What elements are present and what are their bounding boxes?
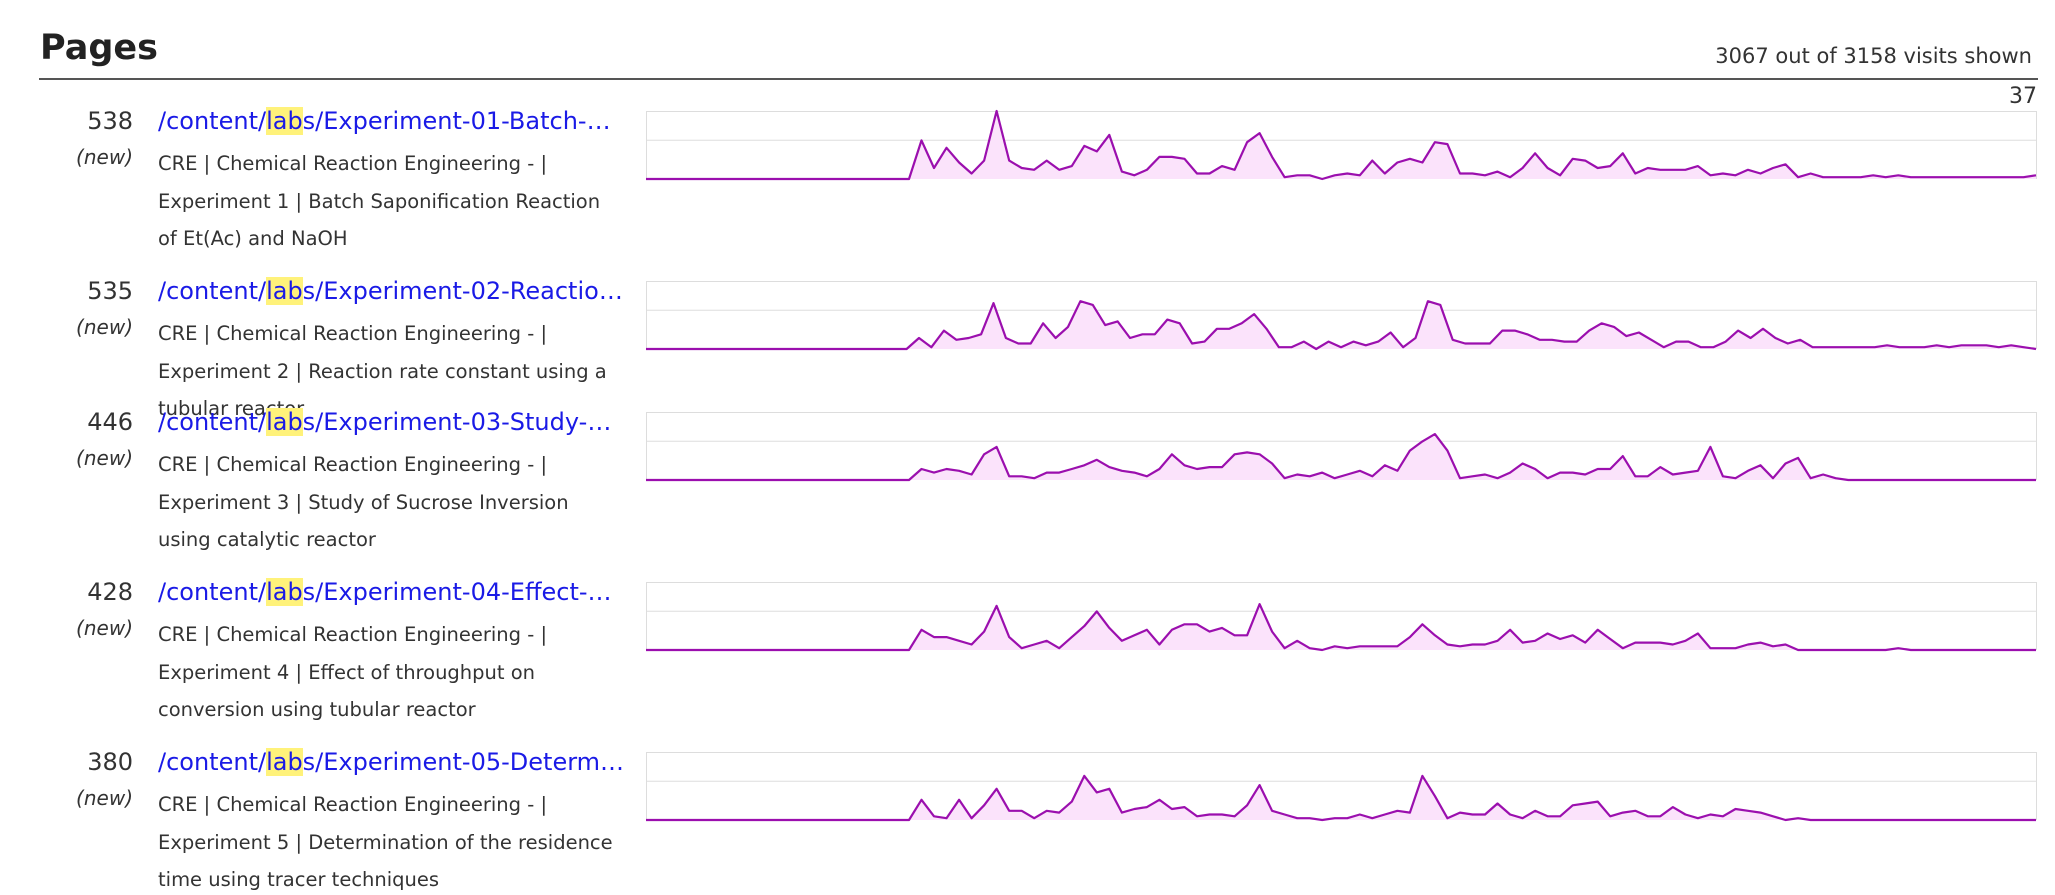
page-link[interactable]: /content/labs/Experiment-02-Reactio… [158, 277, 623, 305]
page-description: CRE | Chemical Reaction Engineering - | … [158, 623, 548, 721]
sparkline [646, 752, 2037, 822]
header-rule [39, 78, 2038, 80]
search-highlight: lab [266, 408, 303, 436]
link-text: s/Experiment-04-Effect-… [302, 578, 612, 606]
new-badge: (new) [76, 786, 133, 810]
link-text: /content/ [158, 408, 267, 436]
page-description: CRE | Chemical Reaction Engineering - | … [158, 322, 607, 420]
sparkline-frame [646, 752, 2037, 820]
visit-count: 428 [87, 578, 133, 606]
link-text: /content/ [158, 277, 267, 305]
sparkline-area [646, 434, 2036, 480]
sparkline-line [646, 603, 2036, 652]
visit-count: 535 [87, 277, 133, 305]
new-badge: (new) [76, 446, 133, 470]
visits-summary: 3067 out of 3158 visits shown [1715, 44, 2032, 68]
page-description: CRE | Chemical Reaction Engineering - | … [158, 453, 569, 551]
new-badge: (new) [76, 315, 133, 339]
search-highlight: lab [266, 107, 303, 135]
link-text: s/Experiment-03-Study-… [302, 408, 612, 436]
sparkline [646, 582, 2037, 652]
link-text: /content/ [158, 578, 267, 606]
new-badge: (new) [76, 616, 133, 640]
search-highlight: lab [266, 748, 303, 776]
sparkline-frame [646, 111, 2037, 179]
sparkline-frame [646, 281, 2037, 349]
sparkline-frame [646, 582, 2037, 650]
page-link[interactable]: /content/labs/Experiment-01-Batch-… [158, 107, 611, 135]
sparkline [646, 109, 2037, 181]
search-highlight: lab [266, 277, 303, 305]
search-highlight: lab [266, 578, 303, 606]
page-title: Pages [40, 28, 158, 68]
sparkline-line [646, 109, 2037, 181]
sparkline-area [646, 111, 2036, 179]
sparkline-area [646, 775, 2036, 820]
scale-max: 37 [2009, 84, 2037, 109]
link-text: s/Experiment-01-Batch-… [302, 107, 611, 135]
link-text: /content/ [158, 107, 267, 135]
new-badge: (new) [76, 145, 133, 169]
visit-count: 538 [87, 107, 133, 135]
visit-count: 380 [87, 748, 133, 776]
link-text: s/Experiment-02-Reactio… [302, 277, 623, 305]
sparkline-area [646, 301, 2036, 349]
page-description: CRE | Chemical Reaction Engineering - | … [158, 793, 613, 891]
visit-count: 446 [87, 408, 133, 436]
sparkline-area [646, 604, 2036, 650]
sparkline-line [646, 433, 2036, 482]
sparkline [646, 412, 2037, 482]
page-description: CRE | Chemical Reaction Engineering - | … [158, 152, 601, 250]
link-text: s/Experiment-05-Determ… [302, 748, 625, 776]
sparkline-frame [646, 412, 2037, 480]
page-link[interactable]: /content/labs/Experiment-04-Effect-… [158, 578, 612, 606]
sparkline-line [646, 774, 2036, 822]
page-link[interactable]: /content/labs/Experiment-05-Determ… [158, 748, 624, 776]
link-text: /content/ [158, 748, 267, 776]
sparkline-line [646, 300, 2037, 351]
page-link[interactable]: /content/labs/Experiment-03-Study-… [158, 408, 611, 436]
sparkline [646, 281, 2037, 351]
